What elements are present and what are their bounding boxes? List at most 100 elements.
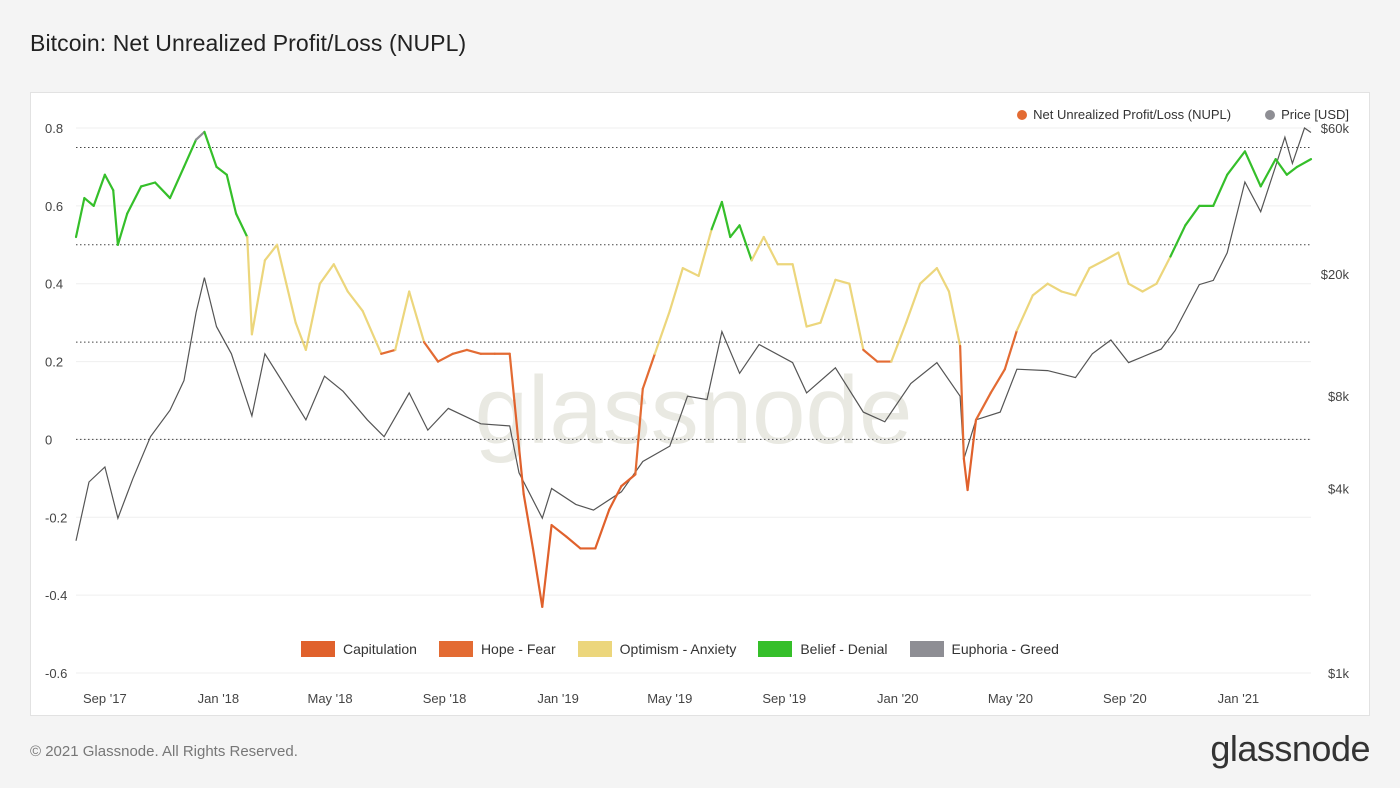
nupl-series-segment [594,508,611,550]
nupl-series-segment [541,523,553,608]
nupl-series-segment [74,196,86,239]
capitulation-swatch-icon [301,641,335,657]
legend-item-price[interactable]: Price [USD] [1265,107,1349,122]
x-tick-label: May '19 [647,691,692,706]
nupl-series-segment [304,282,321,351]
nupl-series-segment [1141,282,1158,293]
optimism-anxiety-swatch-icon [577,641,612,657]
nupl-series-segment [294,321,307,351]
x-tick-label: May '18 [308,691,353,706]
x-tick-label: Jan '20 [877,691,919,706]
glassnode-logo[interactable]: glassnode [1210,728,1370,769]
nupl-series-segment [508,352,516,402]
nupl-series-segment [947,290,962,348]
y-left-tick-label: -0.4 [45,588,67,603]
nupl-series-segment [966,418,978,492]
nupl-series-segment [1060,290,1077,297]
nupl-series-segment [203,130,218,169]
nupl-series-segment [1212,173,1229,207]
y-left-tick-label: 0.4 [45,277,63,292]
nupl-series-segment [681,267,700,278]
nupl-series-segment [805,321,822,328]
x-tick-label: May '20 [988,691,1033,706]
nupl-series-segment [720,200,732,239]
nupl-series-segment [905,282,922,324]
y-right-tick-label: $1k [1328,666,1349,681]
nupl-series-segment [1169,224,1187,258]
nupl-series-segment [83,196,95,207]
nupl-series-segment [103,173,115,192]
nupl-series-segment [1285,165,1299,176]
zone-item-capitulation: Capitulation [301,641,417,657]
y-left-tick-label: 0 [45,432,52,447]
y-left-tick-label: -0.6 [45,666,67,681]
nupl-series-segment [848,282,865,351]
nupl-series-segment [126,185,143,215]
nupl-series-segment [92,173,106,207]
nupl-series-segment [361,309,383,355]
zone-item-euphoria-greed: Euphoria - Greed [909,641,1059,657]
series-legend: Net Unrealized Profit/Loss (NUPL) Price … [1017,107,1349,122]
x-tick-label: Jan '18 [198,691,240,706]
nupl-series-segment [465,348,482,355]
x-tick-label: Sep '18 [423,691,467,706]
zone-label-optimism-anxiety: Optimism - Anxiety [619,641,737,657]
y-right-tick-label: $4k [1328,481,1349,496]
x-tick-label: Sep '19 [762,691,806,706]
zone-item-optimism-anxiety: Optimism - Anxiety [577,641,737,657]
nupl-series-segment [1259,158,1277,188]
nupl-series-segment [641,352,656,390]
nupl-series-segment [140,181,157,188]
nupl-series-segment [522,492,535,550]
y-right-tick-label: $8k [1328,389,1349,404]
nupl-series-segment [346,290,364,313]
nupl-series-segment [989,368,1006,394]
nupl-series-segment [182,138,198,169]
nupl-series-segment [168,165,186,200]
zone-legend: Capitulation Hope - Fear Optimism - Anxi… [301,641,1059,657]
zone-label-belief-denial: Belief - Denial [800,641,888,657]
x-tick-label: Sep '17 [83,691,127,706]
nupl-series-segment [550,523,568,538]
x-tick-label: Jan '21 [1218,691,1260,706]
nupl-series-segment [275,243,288,285]
legend-label-price: Price [USD] [1281,107,1349,122]
nupl-dot-icon [1017,109,1028,120]
nupl-series-segment [565,535,582,550]
legend-item-nupl[interactable]: Net Unrealized Profit/Loss (NUPL) [1017,107,1231,122]
nupl-series-segment [451,348,468,355]
nupl-series-segment [225,173,238,215]
nupl-series-segment [762,235,779,266]
y-left-tick-label: 0.8 [45,121,63,136]
nupl-series-segment [919,267,938,285]
zone-label-euphoria-greed: Euphoria - Greed [951,641,1059,657]
belief-denial-swatch-icon [758,641,793,657]
nupl-series-segment [246,235,253,336]
nupl-series-segment [974,391,992,422]
nupl-series-segment [819,278,837,324]
zone-label-hope-fear: Hope - Fear [480,641,556,657]
nupl-series-segment [1117,251,1130,285]
y-right-tick-label: $20k [1321,267,1350,282]
nupl-series-segment [1103,251,1120,262]
nupl-series-segment [215,165,228,176]
x-tick-label: Jan '19 [537,691,579,706]
nupl-series-segment [962,457,969,492]
nupl-series-segment [194,130,206,141]
price-dot-icon [1265,109,1276,120]
y-left-tick-label: 0.2 [45,355,63,370]
y-left-tick-label: 0.6 [45,199,63,214]
nupl-series-segment [634,387,644,476]
nupl-series-segment [1015,294,1034,332]
nupl-series-segment [710,200,723,231]
nupl-series-segment [154,181,172,200]
nupl-series-segment [959,344,965,460]
y-right-tick-label: $60k [1321,121,1350,136]
nupl-series-segment [738,224,753,262]
page-title: Bitcoin: Net Unrealized Profit/Loss (NUP… [30,30,467,56]
nupl-chart[interactable]: glassnode 0.8 0.6 0.4 0.2 0 -0.2 -0.4 -0.6 $60k $2… [31,93,1369,715]
nupl-series-segment [1074,267,1091,297]
nupl-series-segment [1046,282,1063,293]
nupl-series-segment [791,263,808,328]
nupl-series-segment [436,352,455,363]
